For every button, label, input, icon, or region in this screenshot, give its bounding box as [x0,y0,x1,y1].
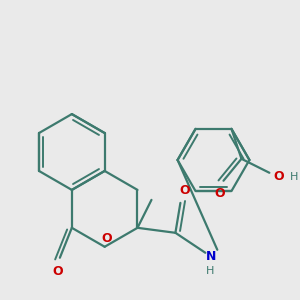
Text: O: O [52,265,63,278]
Text: N: N [206,250,217,263]
Text: O: O [214,187,225,200]
Text: O: O [273,170,284,183]
Text: H: H [290,172,299,182]
Text: O: O [101,232,112,245]
Text: H: H [206,266,215,276]
Text: O: O [179,184,190,197]
